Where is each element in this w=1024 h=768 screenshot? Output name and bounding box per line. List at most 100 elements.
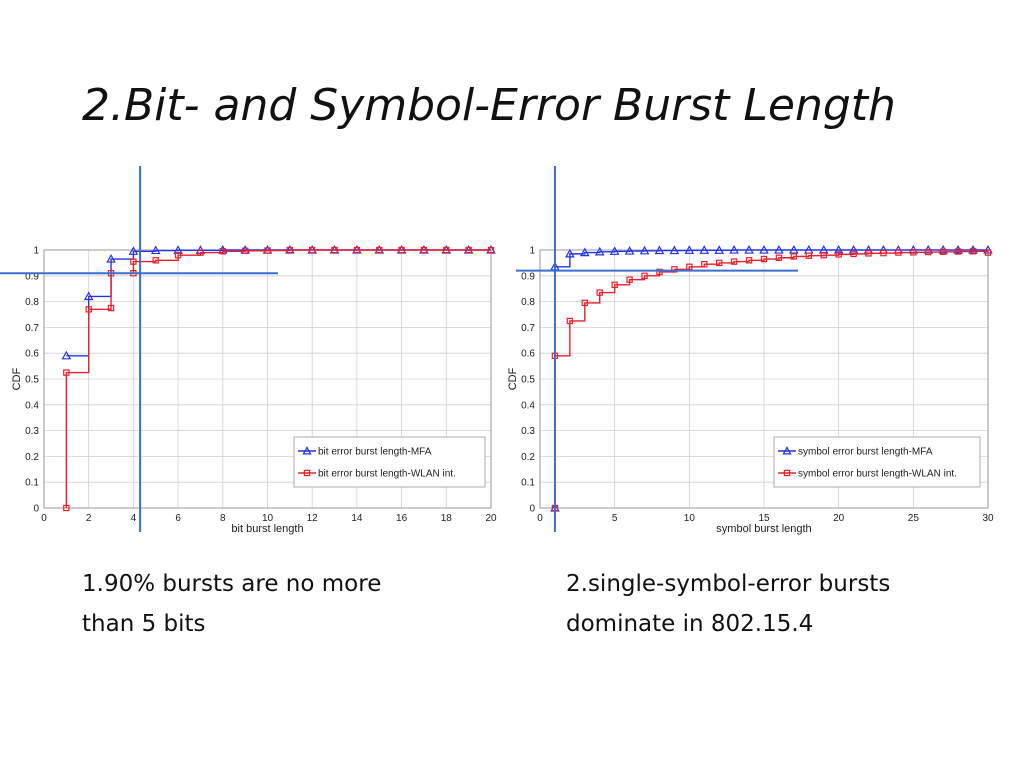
y-tick-label: 0 <box>529 504 535 515</box>
data-point-square <box>910 249 917 256</box>
data-point-triangle <box>61 350 72 360</box>
data-point-square <box>353 246 361 254</box>
data-point-triangle <box>744 244 754 254</box>
data-point-triangle <box>106 253 116 263</box>
data-point-triangle <box>699 245 710 254</box>
data-point-square <box>671 266 678 273</box>
data-point-square <box>626 276 633 283</box>
data-point-square <box>940 248 947 256</box>
y-axis-label: CDF <box>11 367 23 390</box>
data-point-square <box>805 252 813 259</box>
y-tick-label: 0.1 <box>25 478 39 489</box>
x-tick-label: 30 <box>982 513 994 524</box>
y-tick-label: 1 <box>33 246 39 257</box>
slide-title: 2.Bit- and Symbol-Error Burst Length <box>82 80 896 131</box>
x-tick-label: 5 <box>612 513 618 524</box>
legend-marker-triangle <box>302 446 312 455</box>
data-point-triangle <box>624 245 635 255</box>
legend-marker-triangle <box>782 446 792 455</box>
y-tick-label: 0.2 <box>25 452 39 463</box>
y-tick-label: 0.8 <box>521 297 535 308</box>
data-point-triangle <box>609 246 620 255</box>
data-point-triangle <box>173 245 183 254</box>
data-point-square <box>63 504 70 512</box>
data-point-triangle <box>128 246 139 255</box>
data-point-triangle <box>639 245 650 255</box>
data-point-square <box>398 246 405 254</box>
data-point-square <box>174 251 182 259</box>
legend: symbol error burst length-MFA symbol erro… <box>773 436 981 488</box>
data-point-square <box>63 369 70 376</box>
legend-marker-square <box>303 469 311 477</box>
caption-bit-bursts: 1.90% bursts are no more than 5 bits <box>82 564 462 644</box>
y-tick-label: 0.2 <box>521 452 535 463</box>
data-point-triangle <box>968 244 978 254</box>
y-tick-label: 0.3 <box>25 426 39 437</box>
bit-burst-cdf-chart: 0 2 4 6 8 10 12 14 16 18 20 0 0.1 0.2 0.3 0.4 0.5 0.6 0.7 0… <box>0 166 497 535</box>
x-tick-label: 10 <box>262 513 274 524</box>
data-point-square <box>197 249 204 256</box>
data-point-square <box>611 281 618 289</box>
y-tick-label: 0.8 <box>25 297 39 308</box>
data-point-square <box>107 304 115 312</box>
x-tick-label: 20 <box>485 513 497 524</box>
y-tick-label: 0.4 <box>25 400 39 411</box>
data-point-square <box>820 251 827 259</box>
legend: bit error burst length-MFA bit error burs… <box>293 436 486 488</box>
data-point-triangle <box>684 245 695 254</box>
data-point-square <box>835 251 842 258</box>
data-point-triangle <box>848 244 859 254</box>
y-axis-label: CDF <box>507 367 519 390</box>
x-axis-label: symbol burst length <box>716 523 811 535</box>
data-point-triangle <box>714 245 725 254</box>
data-point-square <box>420 246 428 254</box>
caption-right-line-1: 2.single-symbol-error bursts <box>566 571 891 597</box>
data-point-square <box>130 258 137 265</box>
y-tick-label: 0.7 <box>25 323 39 334</box>
y-tick-label: 0.1 <box>521 478 535 489</box>
legend-label: symbol error burst length-WLAN int. <box>798 469 957 480</box>
y-tick-label: 0.4 <box>521 400 535 411</box>
data-point-square <box>219 248 226 255</box>
y-tick-label: 0.3 <box>521 426 535 437</box>
y-tick-label: 0.9 <box>25 271 39 282</box>
data-point-square <box>865 250 872 257</box>
data-point-triangle <box>654 245 665 255</box>
data-point-triangle <box>579 247 590 257</box>
caption-symbol-bursts: 2.single-symbol-error bursts dominate in… <box>566 564 986 644</box>
y-tick-label: 0 <box>33 504 39 515</box>
x-tick-label: 10 <box>684 513 696 524</box>
x-tick-label: 20 <box>833 513 845 524</box>
data-point-square <box>775 254 783 261</box>
x-tick-label: 8 <box>220 513 226 524</box>
legend-label: bit error burst length-MFA <box>318 447 432 458</box>
data-point-square <box>487 246 495 254</box>
data-point-triangle <box>83 291 94 301</box>
series-line-2 <box>65 249 491 508</box>
data-point-square <box>745 257 753 264</box>
data-point-square <box>925 248 932 256</box>
data-point-triangle <box>953 244 963 254</box>
y-tick-label: 0.6 <box>25 349 39 360</box>
data-point-square <box>760 255 768 263</box>
x-tick-label: 25 <box>908 513 920 524</box>
data-point-square <box>984 249 992 256</box>
data-point-square <box>443 246 450 254</box>
data-point-square <box>309 246 316 254</box>
y-tick-label: 0.6 <box>521 349 535 360</box>
data-point-square <box>264 247 271 254</box>
data-point-triangle <box>150 245 161 255</box>
legend-label: bit error burst length-WLAN int. <box>318 469 456 480</box>
data-point-square <box>641 272 648 279</box>
data-point-square <box>465 246 472 254</box>
x-tick-label: 12 <box>307 513 319 524</box>
data-point-square <box>969 248 977 255</box>
x-tick-label: 18 <box>441 513 453 524</box>
data-point-square <box>790 253 798 260</box>
data-point-square <box>954 248 962 255</box>
data-point-square <box>895 249 902 256</box>
legend-box <box>773 436 981 488</box>
x-tick-label: 14 <box>351 513 363 524</box>
y-tick-label: 1 <box>529 246 535 257</box>
data-point-triangle <box>789 244 799 254</box>
